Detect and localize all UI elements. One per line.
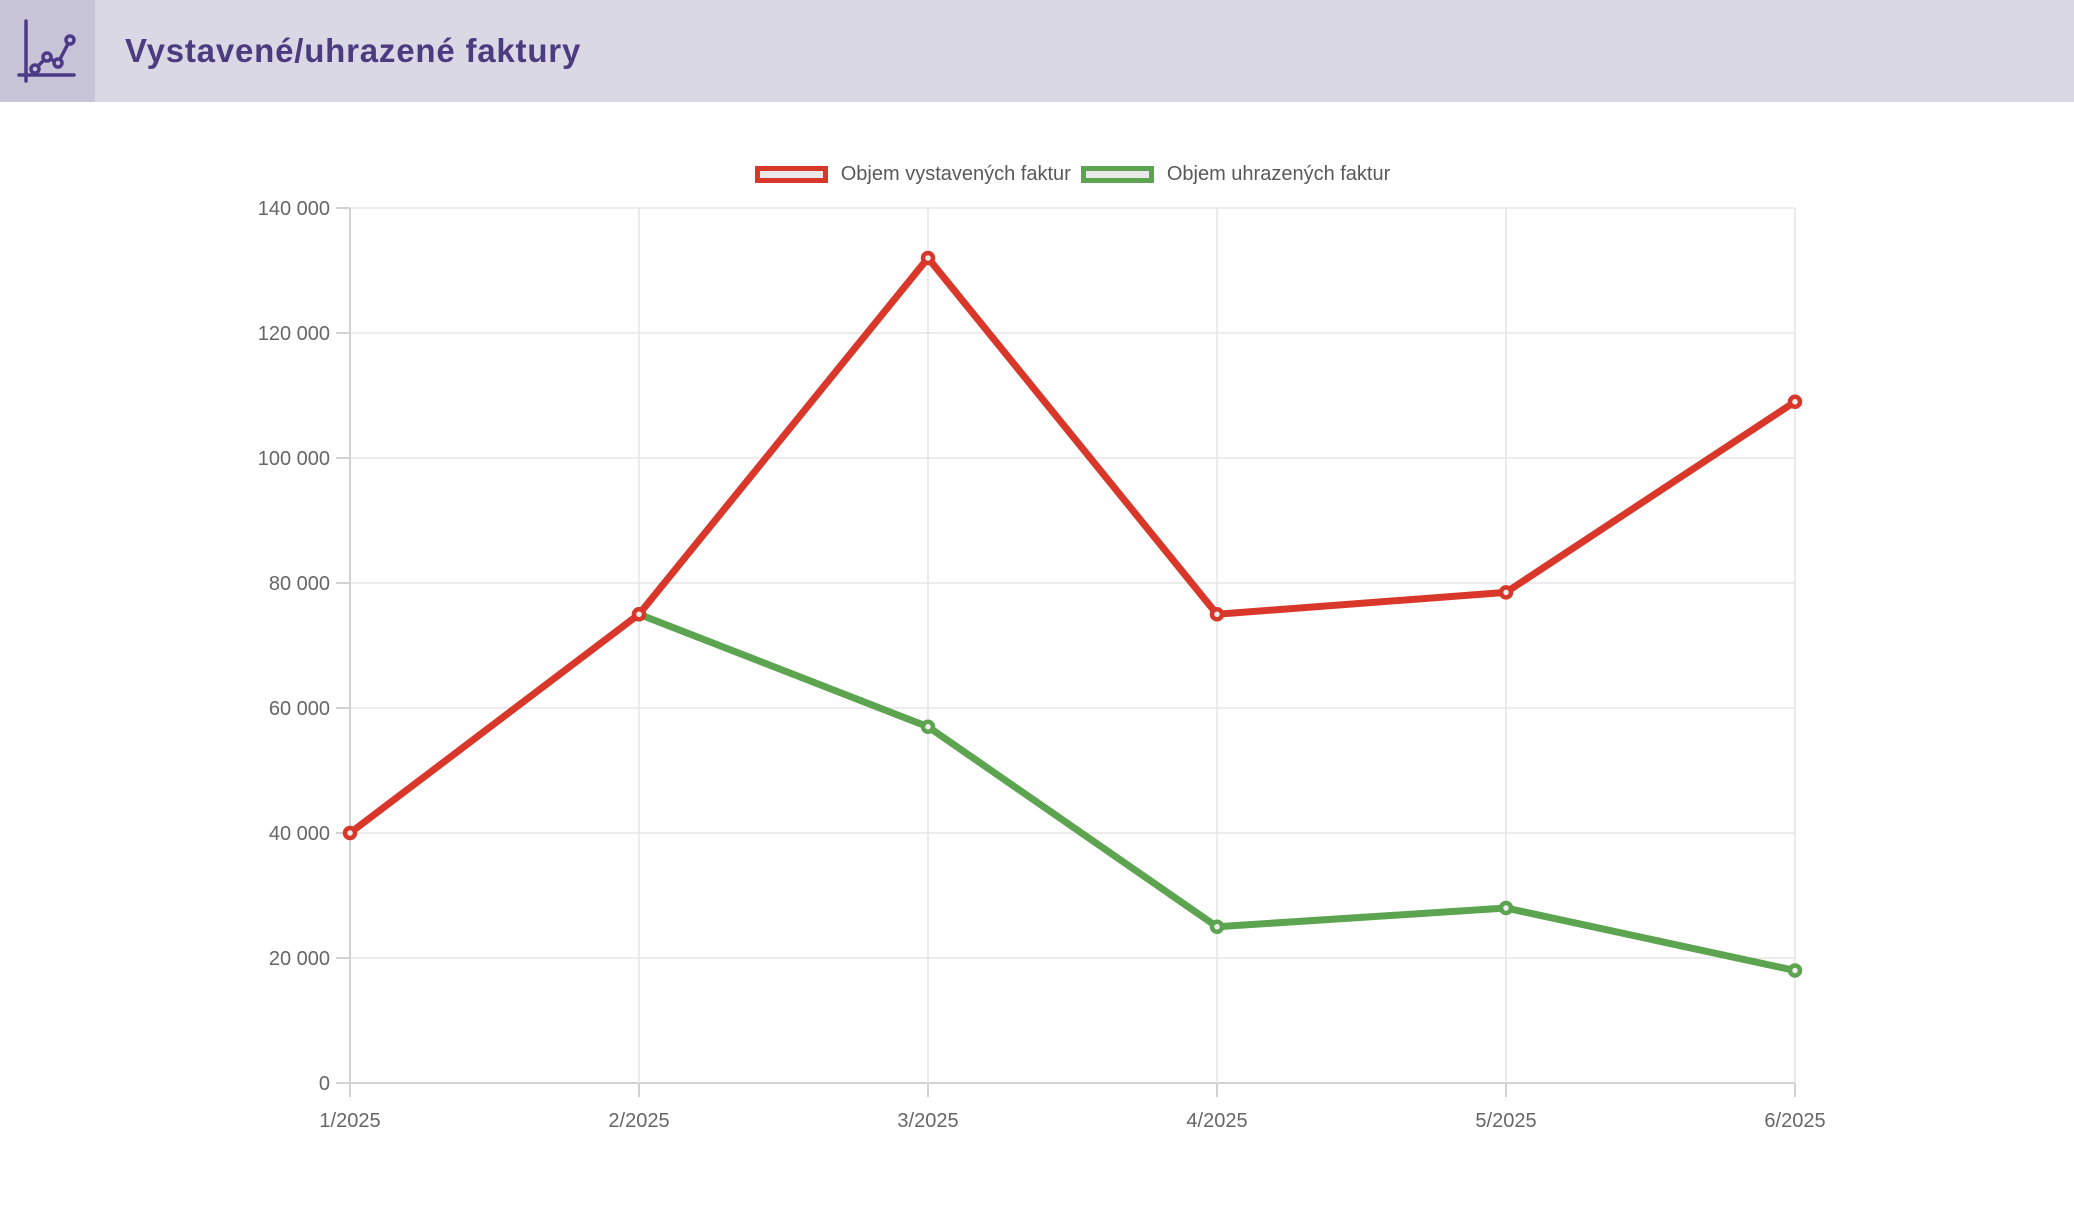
data-point-series-1[interactable] [1498, 900, 1514, 916]
data-point-series-0[interactable] [1787, 394, 1803, 409]
x-tick-label: 3/2025 [897, 1110, 958, 1132]
y-tick-label: 0 [319, 1073, 330, 1095]
data-point-series-0[interactable] [631, 607, 647, 622]
x-tick-label: 4/2025 [1186, 1110, 1247, 1132]
y-tick-label: 40 000 [269, 823, 330, 845]
legend-swatch-green [1080, 165, 1154, 183]
y-tick-label: 140 000 [258, 198, 330, 220]
y-tick-label: 100 000 [258, 448, 330, 470]
x-tick-label: 2/2025 [608, 1110, 669, 1132]
data-point-series-0[interactable] [1498, 585, 1514, 600]
chart-icon-box [0, 0, 95, 102]
legend-item-uhrazene-faktury[interactable]: Objem uhrazených faktur [1080, 162, 1391, 186]
data-point-series-1[interactable] [1209, 919, 1225, 934]
widget-title: Vystavené/uhrazené faktury [125, 32, 582, 69]
data-point-series-1[interactable] [920, 719, 936, 734]
y-tick-label: 80 000 [269, 573, 330, 595]
x-tick-label: 1/2025 [319, 1110, 380, 1132]
y-tick-label: 60 000 [269, 698, 330, 720]
data-point-series-0[interactable] [342, 825, 358, 841]
widget-header: Vystavené/uhrazené faktury [0, 0, 2074, 102]
x-tick-label: 5/2025 [1475, 1110, 1536, 1132]
line-chart-icon [16, 19, 76, 83]
legend-label-vystavene: Objem vystavených faktur [840, 162, 1071, 185]
y-tick-label: 20 000 [269, 948, 330, 970]
series-line-0 [346, 254, 1799, 837]
data-point-series-0[interactable] [1209, 607, 1225, 622]
legend-item-vystavene-faktury[interactable]: Objem vystavených faktur [754, 162, 1071, 186]
legend-label-uhrazene: Objem uhrazených faktur [1166, 162, 1391, 185]
line-chart[interactable]: 0 20 000 40 000 60 000 80 000 100 000 120 000 1… [0, 102, 2074, 1227]
chart-legend: Objem vystavených faktur Objem uhrazenýc… [350, 159, 1795, 189]
x-tick-label: 6/2025 [1764, 1110, 1825, 1132]
y-tick-label: 120 000 [258, 323, 330, 345]
data-point-series-0[interactable] [920, 250, 936, 266]
legend-swatch-red [754, 165, 828, 183]
data-point-series-1[interactable] [1787, 963, 1803, 978]
